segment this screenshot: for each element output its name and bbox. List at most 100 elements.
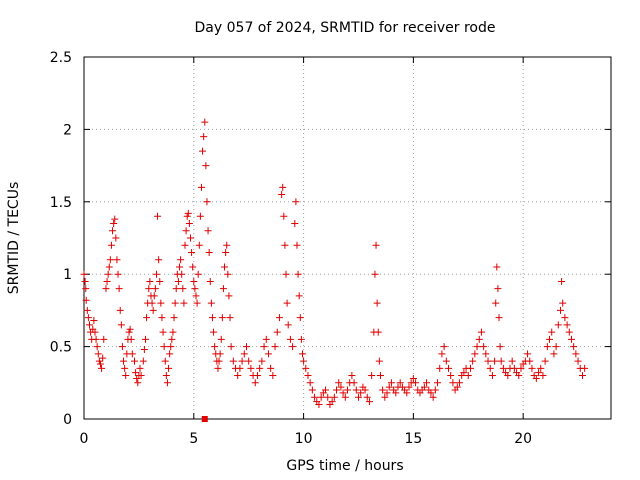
data-point	[492, 299, 500, 307]
data-point	[242, 343, 250, 351]
data-point	[211, 343, 219, 351]
data-point	[546, 335, 554, 343]
data-point	[570, 343, 578, 351]
data-point	[471, 350, 479, 358]
data-point	[143, 314, 151, 322]
x-tick-label: 5	[189, 431, 198, 447]
data-point	[219, 285, 227, 293]
data-point	[427, 389, 435, 397]
data-point	[195, 241, 203, 249]
data-point	[217, 335, 225, 343]
data-point	[126, 325, 134, 333]
data-point	[264, 350, 272, 358]
data-point	[293, 241, 301, 249]
data-point	[335, 379, 343, 387]
data-point	[166, 350, 174, 358]
data-point	[574, 357, 582, 365]
data-point	[371, 270, 379, 278]
data-point	[174, 277, 182, 285]
data-point	[550, 350, 558, 358]
axis-ticks: 0 5 10 15 20 0 0.5 1 1.5 2 2.5	[50, 50, 611, 447]
data-point	[90, 317, 98, 325]
data-point	[218, 314, 226, 322]
data-point	[297, 335, 305, 343]
data-point	[396, 379, 404, 387]
data-point	[188, 248, 196, 256]
data-point	[281, 241, 289, 249]
data-point	[154, 212, 162, 220]
grid	[83, 56, 611, 420]
data-point	[308, 386, 316, 394]
data-point	[238, 357, 246, 365]
y-tick-label: 2	[63, 122, 72, 138]
data-point	[291, 220, 299, 228]
data-points	[80, 118, 589, 409]
data-point	[181, 241, 189, 249]
data-point	[269, 372, 277, 380]
x-tick-label: 0	[80, 431, 89, 447]
data-point	[275, 314, 283, 322]
data-point	[208, 314, 216, 322]
data-point	[225, 292, 233, 300]
data-point	[578, 372, 586, 380]
data-point	[180, 299, 188, 307]
data-point	[117, 321, 125, 329]
data-point	[256, 364, 264, 372]
data-point	[581, 364, 589, 372]
data-point	[224, 270, 232, 278]
data-point	[170, 314, 178, 322]
data-point	[96, 360, 104, 368]
data-point	[165, 364, 173, 372]
data-point	[387, 379, 395, 387]
data-point	[447, 372, 455, 380]
data-point	[436, 364, 444, 372]
data-point	[120, 357, 128, 365]
data-point	[322, 386, 330, 394]
data-point	[477, 328, 485, 336]
y-tick-label: 1.5	[50, 195, 72, 211]
data-point	[497, 357, 505, 365]
data-point	[251, 379, 259, 387]
data-point	[98, 364, 106, 372]
data-point	[118, 343, 126, 351]
data-point	[197, 183, 205, 191]
data-point	[110, 220, 118, 228]
data-point	[234, 372, 242, 380]
data-point	[150, 292, 158, 300]
data-point	[528, 364, 536, 372]
data-point	[552, 343, 560, 351]
data-point	[348, 372, 356, 380]
plot-frame	[83, 56, 612, 420]
data-point	[392, 389, 400, 397]
data-point	[298, 350, 306, 358]
data-point	[488, 372, 496, 380]
data-point	[92, 335, 100, 343]
data-point	[139, 357, 147, 365]
data-point	[199, 147, 207, 155]
data-point	[445, 364, 453, 372]
data-point	[136, 364, 144, 372]
data-point	[420, 383, 428, 391]
data-point	[203, 198, 211, 206]
data-point	[279, 183, 287, 191]
data-point	[84, 314, 92, 322]
data-point	[229, 357, 237, 365]
data-point	[559, 299, 567, 307]
y-axis-label: SRMTID / TECUs	[6, 182, 22, 295]
data-point	[168, 335, 176, 343]
data-point	[196, 212, 204, 220]
data-point	[127, 335, 135, 343]
data-point	[563, 321, 571, 329]
data-point	[107, 241, 115, 249]
data-point	[206, 277, 214, 285]
data-point	[202, 162, 210, 170]
data-point	[440, 343, 448, 351]
data-point	[330, 393, 338, 401]
data-point	[302, 364, 310, 372]
data-point	[80, 270, 88, 278]
data-point	[161, 357, 169, 365]
data-point	[283, 299, 291, 307]
data-point	[373, 299, 381, 307]
data-point	[379, 386, 387, 394]
data-point	[292, 198, 300, 206]
